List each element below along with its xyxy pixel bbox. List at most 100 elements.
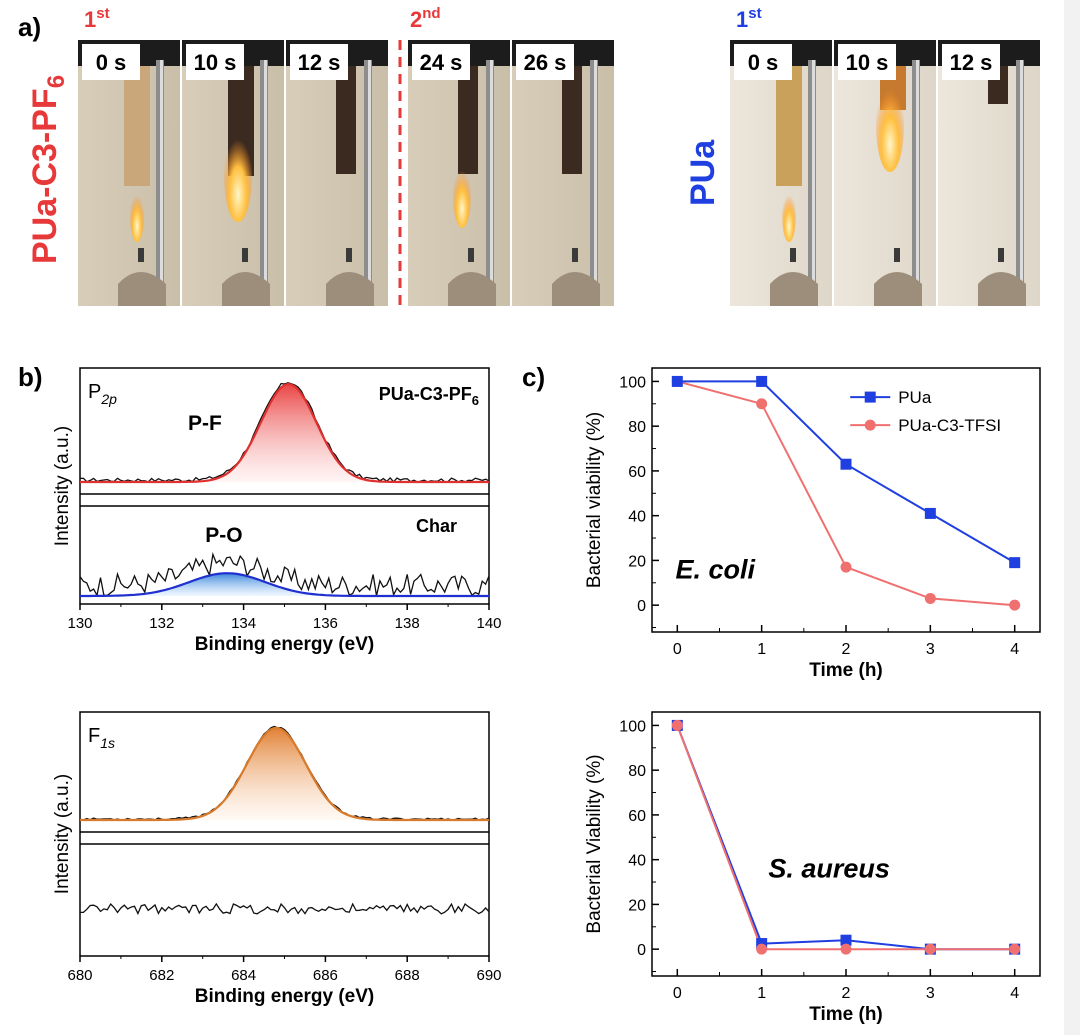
series-line-pua [677,380,1016,564]
support-rod-highlight [368,60,371,306]
x-tick-label: 1 [757,641,766,658]
spectrum-title: F1s [88,725,115,751]
burner-wick [572,248,578,262]
sample-label-pua: PUa [684,139,722,206]
y-axis-label: Bacterial Viability (%) [584,754,605,933]
x-axis-label: Time (h) [809,1004,883,1025]
x-tick-label: 140 [476,615,501,632]
burner-wick [468,248,474,262]
time-label: 26 s [524,50,567,75]
peak-label-pf: P-F [188,412,222,435]
photo-frame: 10 s [182,40,284,306]
sample-label-pua-c3-pf6: PUa-C3-PF6 [26,75,70,264]
x-tick-label: 130 [67,615,92,632]
time-label-box [186,44,244,80]
x-tick-label: 686 [313,967,338,984]
alcohol-burner [552,272,600,306]
data-point-circle [924,943,936,955]
series-line-pua [676,725,1015,951]
y-axis-label: Intensity (a.u.) [52,774,73,894]
time-label: 12 s [298,50,341,75]
support-rod-highlight [916,60,919,306]
photo-frame: 24 s [408,40,510,306]
saureus-viability-chart: 0 20 40 60 80 100 0 1 2 3 4 Time (h) Bacterial Viabi… [584,711,1041,1025]
burner-wick [894,248,900,262]
support-rod-highlight [1020,60,1023,306]
support-rod-highlight [160,60,163,306]
y-axis-label: Intensity (a.u.) [52,426,73,546]
photo-frame: 10 s [834,40,936,306]
peak-fit-line [80,726,489,822]
time-label: 0 s [748,50,779,75]
x-tick-label: 2 [842,641,851,658]
y-axis-label: Bacterial viability (%) [584,412,605,588]
alcohol-burner [222,272,270,306]
panel-label-b: b) [18,362,43,392]
data-point-square [671,375,683,387]
y-tick-label: 100 [619,374,646,391]
x-tick-label: 682 [149,967,174,984]
y-tick-label: 60 [628,808,646,825]
series-line-pua-c3-tfsi [676,725,1015,951]
alcohol-burner [874,272,922,306]
flame [224,130,252,222]
y-tick-label: 60 [628,464,646,481]
alcohol-burner [448,272,496,306]
time-label: 10 s [194,50,237,75]
organism-annotation: E. coli [675,554,755,584]
time-label: 10 s [846,50,889,75]
x-tick-label: 684 [231,967,256,984]
right-scroll-strip [1064,0,1080,1035]
legend-marker [864,419,876,431]
spectrum-raw-line [79,551,490,598]
ecoli-viability-chart: 0 20 40 60 80 100 0 1 2 3 4 Time (h) Bacterial viabi… [584,367,1041,681]
time-label: 24 s [420,50,463,75]
data-point-circle [1009,599,1021,611]
peak-label-po: P-O [205,524,242,547]
legend-label: PUa [898,388,932,407]
time-label: 12 s [950,50,993,75]
alcohol-burner [326,272,374,306]
photo-frame: 0 s [78,40,180,306]
x-tick-label: 1 [757,985,766,1002]
y-tick-label: 80 [628,763,646,780]
flame [876,80,904,172]
y-tick-label: 20 [628,897,646,914]
support-rod-highlight [264,60,267,306]
y-tick-label: 40 [628,509,646,526]
alcohol-burner [770,272,818,306]
x-tick-label: 690 [476,967,501,984]
y-tick-label: 0 [637,942,646,959]
peak-fill [80,573,489,596]
data-point-circle [924,592,936,604]
data-point-square [840,934,852,946]
peak-fill [80,384,489,482]
flame [130,190,144,242]
sample-strip [124,66,150,186]
time-label-box [412,44,470,80]
data-point-circle [1009,943,1021,955]
bottom-subpanel-label: Char [416,516,457,536]
alcohol-burner [118,272,166,306]
y-tick-label: 0 [637,598,646,615]
top-subpanel-label: PUa-C3-PF6 [379,384,479,408]
data-point-circle [840,943,852,955]
data-point-circle [756,398,768,410]
legend-label: PUa-C3-TFSI [898,416,1001,435]
x-tick-label: 688 [395,967,420,984]
burner-wick [138,248,144,262]
burner-wick [790,248,796,262]
sample-strip [336,66,356,174]
time-label-box [290,44,348,80]
alcohol-burner [978,272,1026,306]
photo-frame: 12 s [286,40,388,306]
ignition-1st-label: 1st [84,5,110,32]
burning-test-photos: 0 s 10 s 12 s 24 s 26 s 0 s 10 s 12 s [78,40,1040,306]
sample-strip [562,66,582,174]
x-tick-label: 0 [673,641,682,658]
peak-fit-line [80,382,489,484]
ignition-2nd-label: 2nd [410,5,441,32]
time-label-box [82,44,140,80]
data-point-square [1009,557,1021,569]
